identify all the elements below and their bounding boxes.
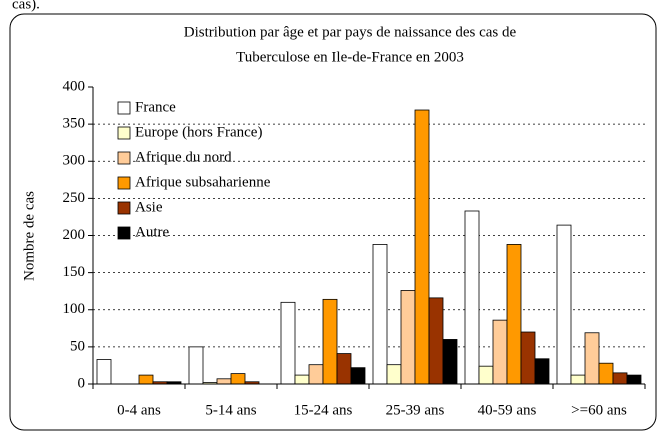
bar bbox=[556, 224, 572, 385]
legend-label: Afrique du nord bbox=[135, 149, 232, 165]
bar bbox=[372, 244, 388, 385]
bar bbox=[386, 364, 402, 385]
legend-swatch bbox=[117, 101, 131, 115]
bar bbox=[322, 298, 338, 385]
bar bbox=[584, 332, 600, 385]
bar bbox=[230, 373, 246, 385]
bar bbox=[598, 362, 614, 385]
legend-label: Asie bbox=[135, 199, 163, 215]
y-tick-label: 350 bbox=[63, 116, 86, 132]
bar bbox=[428, 297, 444, 385]
bar bbox=[506, 244, 522, 385]
bar bbox=[414, 109, 430, 385]
legend-swatch bbox=[117, 176, 131, 190]
legend-swatch bbox=[117, 201, 131, 215]
x-tick-label: 0-4 ans bbox=[117, 402, 161, 418]
chart-title: Tuberculose en Ile-de-France en 2003 bbox=[236, 49, 464, 65]
bar bbox=[308, 364, 324, 385]
legend-swatch bbox=[117, 126, 131, 140]
x-tick-label: 5-14 ans bbox=[205, 402, 256, 418]
x-tick-label: >=60 ans bbox=[571, 402, 627, 418]
bar bbox=[492, 319, 508, 385]
y-axis-label: Nombre de cas bbox=[21, 191, 37, 281]
legend-label: Europe (hors France) bbox=[135, 124, 262, 140]
bar bbox=[442, 339, 458, 385]
y-tick-label: 300 bbox=[63, 153, 86, 169]
y-tick-label: 400 bbox=[63, 78, 86, 94]
legend-label: Afrique subsaharienne bbox=[135, 174, 271, 190]
bar bbox=[96, 359, 112, 385]
bar bbox=[350, 367, 366, 385]
bar bbox=[216, 378, 232, 385]
y-tick-label: 100 bbox=[63, 301, 86, 317]
y-tick-label: 0 bbox=[78, 375, 86, 391]
bar bbox=[400, 290, 416, 385]
bar bbox=[520, 331, 536, 385]
bar bbox=[280, 301, 296, 385]
y-tick-label: 200 bbox=[63, 227, 86, 243]
y-tick-label: 150 bbox=[63, 264, 86, 280]
chart-title: Distribution par âge et par pays de nais… bbox=[184, 24, 517, 40]
x-tick-label: 25-39 ans bbox=[386, 402, 445, 418]
bar bbox=[294, 374, 310, 385]
caption-fragment: cas). bbox=[12, 0, 40, 12]
bar bbox=[478, 365, 494, 385]
bar bbox=[612, 372, 628, 385]
bar bbox=[336, 353, 352, 385]
legend-label: Autre bbox=[135, 224, 169, 240]
bar bbox=[138, 374, 154, 385]
bar bbox=[626, 374, 642, 385]
bar bbox=[464, 210, 480, 385]
x-tick-label: 40-59 ans bbox=[478, 402, 537, 418]
bar bbox=[534, 358, 550, 385]
x-tick-label: 15-24 ans bbox=[294, 402, 353, 418]
bar bbox=[188, 346, 204, 385]
legend-swatch bbox=[117, 226, 131, 240]
bar bbox=[570, 374, 586, 385]
legend-label: France bbox=[135, 99, 176, 115]
legend-swatch bbox=[117, 151, 131, 165]
y-tick-label: 50 bbox=[70, 338, 85, 354]
y-tick-label: 250 bbox=[63, 190, 86, 206]
